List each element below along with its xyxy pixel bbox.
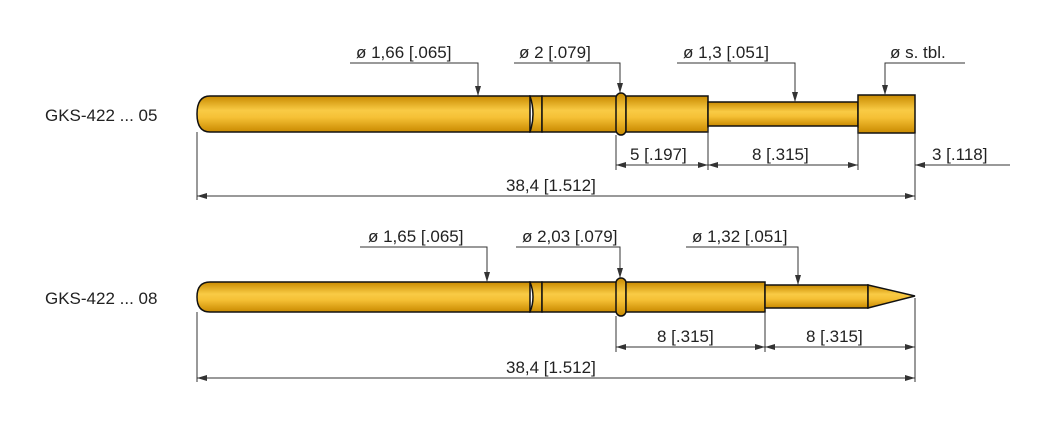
length-label: 8 [.315]: [657, 327, 714, 346]
probe-head: [857, 94, 916, 134]
diameter-label: ø 1,65 [.065]: [368, 227, 463, 246]
length-label: 8 [.315]: [752, 145, 809, 164]
overall-length-label: 38,4 [1.512]: [506, 358, 596, 377]
overall-length-label: 38,4 [1.512]: [506, 176, 596, 195]
probe-name: GKS-422 ... 08: [45, 289, 157, 308]
plunger: [707, 101, 859, 127]
probe-groove: [528, 95, 543, 133]
plunger: [764, 284, 869, 309]
probe-barrel: [196, 95, 531, 133]
probe-collar: [615, 277, 627, 317]
diameter-label: ø 1,66 [.065]: [356, 43, 451, 62]
diameter-label: ø 1,32 [.051]: [692, 227, 787, 246]
probe-collar: [615, 92, 627, 136]
length-label: 8 [.315]: [806, 327, 863, 346]
diameter-label: ø s. tbl.: [890, 43, 946, 62]
diameter-labels: ø 1,65 [.065] ø 2,03 [.079] ø 1,32 [.051…: [360, 227, 801, 285]
length-dimensions: 5 [.197] 8 [.315] 3 [.118] 38,4 [1.512]: [196, 128, 1010, 200]
diameter-label: ø 2 [.079]: [519, 43, 591, 62]
probe-section: [625, 281, 766, 313]
probe-name: GKS-422 ... 05: [45, 106, 157, 125]
length-label: 3 [.118]: [932, 145, 987, 164]
probe-barrel: [196, 281, 531, 313]
probe-05: GKS-422 ... 05 ø 1,66 [.065] ø 2 [.079] …: [45, 43, 1010, 200]
probe-groove: [528, 281, 543, 313]
diameter-labels: ø 1,66 [.065] ø 2 [.079] ø 1,3 [.051] ø …: [350, 43, 965, 102]
plunger-tip: [867, 284, 916, 309]
probe-08: GKS-422 ... 08 ø 1,65 [.065] ø 2,03 [.07…: [45, 227, 916, 382]
probe-section: [541, 95, 618, 133]
diameter-label: ø 1,3 [.051]: [683, 43, 769, 62]
length-dimensions: 8 [.315] 8 [.315] 38,4 [1.512]: [196, 298, 916, 382]
probe-section: [541, 281, 618, 313]
diameter-label: ø 2,03 [.079]: [522, 227, 617, 246]
probe-section: [625, 95, 709, 133]
length-label: 5 [.197]: [630, 145, 687, 164]
